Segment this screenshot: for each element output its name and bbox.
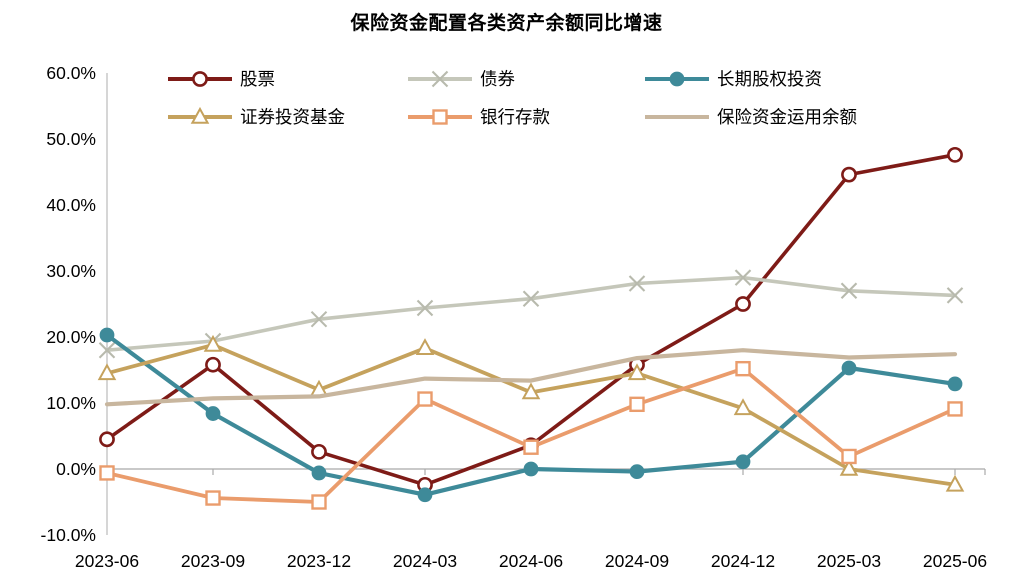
x-axis-tick-label: 2023-09 [181,551,245,571]
marker-circle-filled [629,464,645,480]
series-保险资金运用余额 [104,348,958,407]
legend-label: 保险资金运用余额 [717,107,857,127]
marker-x [310,310,328,328]
legend-label: 长期股权投资 [717,69,822,89]
marker-circle-filled [669,71,685,87]
series-长期股权投资 [99,327,963,503]
marker-circle-open [841,166,857,183]
marker-square-open [523,439,539,455]
series-line [104,348,958,407]
legend-item-证券投资基金: 证券投资基金 [168,106,345,127]
y-axis-tick-label: 20.0% [46,327,96,347]
series-证券投资基金 [97,334,965,492]
y-axis-tick-label: 30.0% [46,261,96,281]
marker-circle-open [192,71,208,87]
y-axis-tick-label: 10.0% [46,393,96,413]
series-银行存款 [99,360,963,510]
marker-circle-open [311,443,327,460]
legend-item-股票: 股票 [168,69,275,89]
x-axis-tick-label: 2024-06 [499,551,563,571]
marker-triangle-open [203,334,223,352]
marker-x [628,275,646,292]
legend-item-保险资金运用余额: 保险资金运用余额 [645,107,857,127]
x-axis-tick-label: 2023-06 [75,551,139,571]
marker-square-open [841,448,857,465]
marker-triangle-open [839,458,859,476]
marker-circle-filled [417,487,433,503]
legend-label: 证券投资基金 [240,107,345,127]
x-axis-tick-label: 2023-12 [287,551,351,571]
series-line [105,153,957,487]
x-axis-tick-label: 2025-03 [817,551,881,571]
marker-triangle-open [97,363,117,381]
marker-x [946,287,964,304]
series-line [105,275,957,353]
marker-triangle-open [733,398,753,416]
marker-circle-open [735,296,751,312]
marker-circle-filled [205,406,221,421]
marker-circle-open [947,146,963,163]
legend-item-债券: 债券 [408,69,515,89]
marker-triangle-open [415,338,435,356]
marker-x [734,269,752,286]
marker-x [840,282,858,300]
y-axis-tick-label: 60.0% [46,63,96,83]
marker-x [431,70,449,88]
marker-circle-filled [841,360,857,376]
marker-triangle-open [627,363,647,381]
marker-square-open [629,396,645,413]
x-axis-tick-label: 2024-12 [711,551,775,571]
marker-triangle-open [521,382,541,400]
marker-square-open [205,490,221,506]
marker-circle-filled [523,461,539,477]
marker-circle-filled [947,376,963,392]
marker-square-open [311,494,327,510]
legend-item-银行存款: 银行存款 [408,107,550,127]
legend-label: 债券 [480,69,515,89]
marker-triangle-open [945,474,965,492]
marker-square-open [735,360,751,377]
marker-square-open [432,109,448,125]
legend-label: 股票 [240,69,275,89]
legend-item-长期股权投资: 长期股权投资 [645,69,822,89]
marker-circle-filled [311,465,327,481]
marker-x [98,341,116,359]
x-axis-tick-label: 2024-09 [605,551,669,571]
series-债券 [98,269,964,359]
marker-square-open [947,401,963,417]
legend-label: 银行存款 [480,107,550,127]
y-axis-tick-label: 0.0% [56,459,96,479]
y-axis-tick-label: -10.0% [41,525,96,545]
marker-x [522,290,540,307]
marker-square-open [99,465,115,481]
marker-square-open [417,391,433,407]
marker-circle-open [205,356,221,373]
marker-triangle-open [190,106,210,124]
x-axis-tick-label: 2024-03 [393,551,457,571]
y-axis-tick-label: 40.0% [46,195,96,215]
marker-circle-filled [735,454,751,470]
marker-circle-filled [99,327,115,343]
chart-title: 保险资金配置各类资产余额同比增速 [350,13,663,34]
x-axis-tick-label: 2025-06 [923,551,987,571]
marker-x [416,299,434,317]
y-axis-tick-label: 50.0% [46,129,96,149]
marker-circle-open [99,431,115,448]
